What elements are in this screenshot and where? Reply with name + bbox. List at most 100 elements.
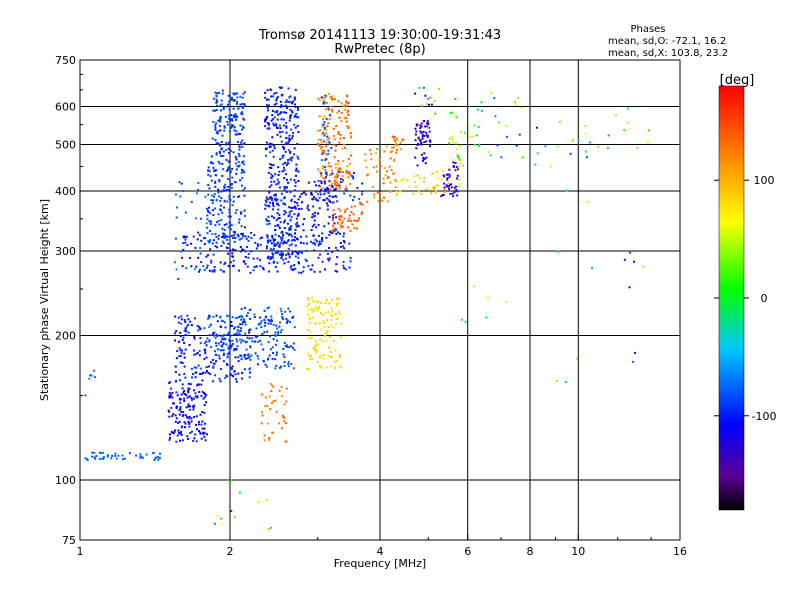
scatter-point xyxy=(266,121,269,124)
scatter-point xyxy=(228,140,231,143)
scatter-point xyxy=(321,145,324,148)
title-block: Tromsø 20141113 19:30:00-19:31:43 RwPret… xyxy=(258,28,501,57)
scatter-point xyxy=(170,387,173,390)
scatter-point xyxy=(340,102,343,105)
scatter-point xyxy=(289,95,292,98)
scatter-point xyxy=(281,156,284,159)
scatter-point xyxy=(215,333,218,336)
scatter-point xyxy=(203,427,206,430)
scatter-point xyxy=(326,208,329,211)
scatter-point xyxy=(205,366,208,369)
scatter-point xyxy=(185,330,188,333)
scatter-point xyxy=(293,205,296,208)
scatter-point xyxy=(213,350,216,353)
scatter-point xyxy=(174,339,176,342)
scatter-point xyxy=(287,360,290,363)
scatter-point xyxy=(284,150,287,153)
scatter-point xyxy=(591,267,593,270)
scatter-point xyxy=(334,366,337,369)
scatter-point xyxy=(300,251,303,254)
scatter-point xyxy=(268,143,270,146)
scatter-point xyxy=(242,189,245,192)
scatter-point xyxy=(273,242,276,245)
scatter-point xyxy=(336,169,339,172)
scatter-point xyxy=(170,406,173,409)
scatter-point xyxy=(243,319,246,322)
scatter-point xyxy=(293,348,296,351)
scatter-point xyxy=(293,264,296,267)
scatter-point xyxy=(289,108,292,111)
scatter-point xyxy=(325,171,328,174)
scatter-point xyxy=(240,168,243,171)
scatter-point xyxy=(290,363,293,365)
scatter-point xyxy=(219,118,221,121)
scatter-point xyxy=(228,114,231,117)
scatter-point xyxy=(266,147,268,150)
scatter-point xyxy=(408,185,411,188)
scatter-point xyxy=(200,383,203,386)
y-tick-label: 750 xyxy=(55,54,76,67)
scatter-point xyxy=(455,142,457,145)
scatter-point xyxy=(236,133,239,136)
scatter-point xyxy=(159,452,161,455)
scatter-point xyxy=(331,108,334,111)
scatter-point xyxy=(330,365,333,368)
scatter-point xyxy=(220,340,223,343)
scatter-point xyxy=(331,298,334,301)
scatter-point xyxy=(339,355,341,358)
scatter-point xyxy=(204,393,206,396)
scatter-point xyxy=(268,270,271,273)
scatter-point xyxy=(323,149,326,152)
scatter-point xyxy=(464,320,467,323)
scatter-points xyxy=(84,86,650,531)
scatter-point xyxy=(294,255,297,258)
scatter-point xyxy=(313,180,316,183)
scatter-point xyxy=(192,408,195,411)
scatter-point xyxy=(201,427,204,430)
scatter-point xyxy=(287,149,290,152)
scatter-point xyxy=(302,223,304,226)
scatter-point xyxy=(312,205,315,208)
scatter-point xyxy=(307,209,310,212)
scatter-point xyxy=(218,92,220,94)
scatter-point xyxy=(172,402,174,405)
scatter-point xyxy=(325,339,328,342)
scatter-point xyxy=(305,249,308,252)
scatter-point xyxy=(283,188,286,191)
scatter-point xyxy=(313,214,316,217)
scatter-point xyxy=(271,256,274,259)
scatter-point xyxy=(128,452,131,455)
scatter-point xyxy=(436,170,439,173)
scatter-point xyxy=(209,239,212,242)
scatter-point xyxy=(211,194,213,197)
scatter-point xyxy=(217,219,220,222)
scatter-point xyxy=(325,319,328,322)
scatter-point xyxy=(429,145,431,148)
scatter-point xyxy=(395,193,398,196)
scatter-point xyxy=(325,101,328,104)
scatter-point xyxy=(286,222,289,225)
scatter-point xyxy=(93,369,96,372)
scatter-point xyxy=(91,455,94,458)
scatter-point xyxy=(297,225,300,228)
scatter-point xyxy=(214,224,217,227)
scatter-point xyxy=(102,456,105,459)
scatter-point xyxy=(280,86,283,89)
scatter-point xyxy=(285,125,288,128)
scatter-point xyxy=(229,228,232,231)
scatter-point xyxy=(175,330,178,333)
scatter-point xyxy=(607,134,610,137)
scatter-point xyxy=(203,404,206,406)
scatter-point xyxy=(233,333,235,336)
scatter-point xyxy=(422,156,425,159)
scatter-point xyxy=(261,236,264,239)
scatter-point xyxy=(199,252,202,255)
scatter-point xyxy=(240,341,243,344)
scatter-point xyxy=(450,136,453,139)
scatter-point xyxy=(181,339,184,341)
scatter-point xyxy=(275,102,278,105)
scatter-point xyxy=(275,353,278,356)
scatter-point xyxy=(115,457,118,460)
scatter-point xyxy=(121,454,124,457)
scatter-point xyxy=(345,117,348,120)
